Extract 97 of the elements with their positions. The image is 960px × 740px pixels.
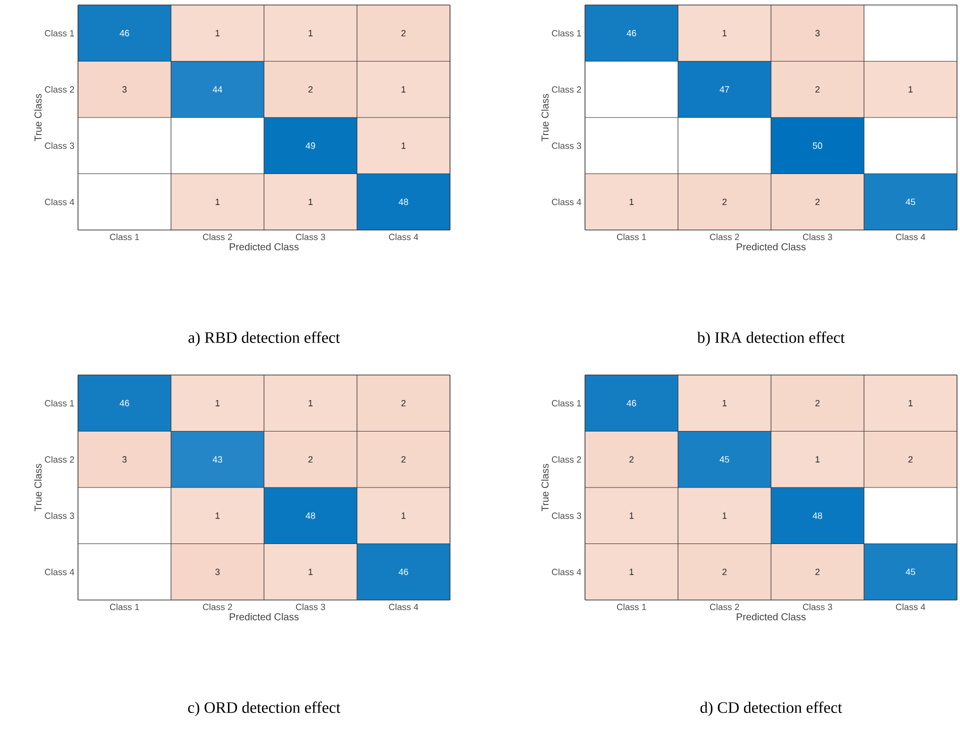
data-label: 2 (401, 400, 406, 406)
data-label: 2 (722, 568, 727, 576)
y-tick-label: Class 4 (44, 568, 74, 576)
x-tick-label: Class 1 (616, 604, 646, 610)
data-label: 1 (216, 512, 220, 519)
text: d) CD detection effect (700, 702, 842, 716)
data-label: 1 (308, 198, 313, 205)
y-tick-label: Class 3 (44, 512, 74, 519)
data-label: 3 (215, 568, 220, 576)
data-label: 45 (906, 568, 916, 576)
x-axis-title: Predicted Class (230, 243, 299, 250)
data-label: 1 (308, 400, 313, 406)
x-tick-label: Class 1 (110, 604, 140, 610)
data-label: 48 (306, 512, 316, 519)
data-label: 43 (212, 456, 222, 463)
x-tick-label: Class 2 (710, 604, 740, 610)
data-label: 3 (122, 456, 127, 463)
data-label: 1 (722, 400, 727, 406)
y-tick-label: Class 4 (552, 568, 582, 576)
x-tick-label: Class 3 (802, 604, 832, 610)
data-label: 1 (402, 86, 406, 92)
data-label: 1 (216, 198, 220, 205)
data-label: 3 (815, 30, 820, 36)
data-label: 49 (306, 142, 316, 149)
data-label: 46 (626, 400, 636, 406)
data-label: 46 (120, 30, 130, 36)
data-label: 46 (626, 30, 636, 36)
x-axis-title: Predicted Class (736, 243, 806, 250)
data-label: 1 (216, 30, 220, 36)
x-tick-label: Class 2 (710, 234, 740, 240)
y-tick-label: Class 2 (552, 86, 582, 93)
data-label: 1 (308, 568, 313, 575)
y-axis-title: True Class (34, 94, 42, 142)
y-tick-label: Class 4 (552, 198, 582, 206)
y-tick-label: Class 2 (552, 456, 582, 463)
data-label: 2 (815, 86, 820, 93)
x-tick-label: Class 2 (202, 604, 232, 610)
data-label: 1 (216, 400, 220, 406)
data-label: 2 (629, 456, 634, 463)
data-label: 2 (401, 456, 406, 463)
data-label: 1 (630, 198, 634, 205)
data-label: 2 (722, 198, 727, 206)
data-label: 45 (906, 198, 916, 206)
x-tick-label: Class 3 (296, 234, 326, 240)
data-label: 1 (908, 400, 913, 406)
data-label: 2 (308, 86, 313, 93)
text: a) RBD detection effect (188, 332, 340, 346)
data-label: 1 (722, 512, 727, 519)
data-label: 44 (212, 86, 222, 92)
data-label: 2 (815, 198, 820, 206)
y-tick-label: Class 1 (44, 400, 74, 406)
x-tick-label: Class 1 (616, 234, 646, 240)
data-label: 2 (308, 456, 313, 463)
x-tick-label: Class 4 (388, 604, 418, 610)
y-tick-label: Class 2 (44, 86, 74, 93)
x-tick-label: Class 4 (896, 234, 926, 240)
data-label: 48 (812, 512, 822, 519)
data-label: 1 (630, 512, 634, 519)
x-tick-label: Class 4 (388, 234, 418, 240)
data-label: 1 (908, 86, 913, 92)
x-tick-label: Class 3 (296, 604, 326, 610)
x-axis-title: Predicted Class (230, 613, 299, 620)
y-tick-label: Class 1 (44, 30, 74, 36)
text: c) ORD detection effect (188, 702, 340, 716)
data-label: 2 (815, 568, 820, 576)
y-axis-title: True Class (541, 464, 549, 512)
y-tick-label: Class 3 (44, 142, 74, 149)
x-tick-label: Class 2 (202, 234, 232, 240)
data-label: 2 (815, 400, 820, 406)
data-label: 2 (401, 30, 406, 36)
data-label: 1 (308, 30, 313, 36)
data-label: 46 (398, 568, 408, 576)
data-label: 46 (120, 400, 130, 406)
data-label: 1 (722, 30, 727, 36)
data-label: 1 (402, 512, 406, 519)
x-axis-title: Predicted Class (736, 613, 806, 620)
y-tick-label: Class 3 (552, 512, 582, 519)
data-label: 1 (630, 568, 634, 575)
y-axis-title: True Class (541, 94, 549, 142)
data-label: 50 (812, 142, 822, 149)
data-label: 47 (720, 86, 730, 92)
data-label: 3 (122, 86, 127, 93)
data-label: 45 (720, 456, 730, 463)
data-label: 48 (398, 198, 408, 206)
y-tick-label: Class 3 (552, 142, 582, 149)
x-tick-label: Class 1 (110, 234, 140, 240)
y-tick-label: Class 2 (44, 456, 74, 463)
data-label: 1 (816, 456, 820, 462)
y-tick-label: Class 1 (552, 400, 582, 406)
y-axis-title: True Class (34, 464, 42, 512)
data-label: 1 (402, 142, 406, 149)
text: b) IRA detection effect (697, 332, 845, 346)
x-tick-label: Class 3 (802, 234, 832, 240)
y-tick-label: Class 4 (44, 198, 74, 206)
x-tick-label: Class 4 (896, 604, 926, 610)
y-tick-label: Class 1 (552, 30, 582, 36)
data-label: 2 (908, 456, 913, 463)
